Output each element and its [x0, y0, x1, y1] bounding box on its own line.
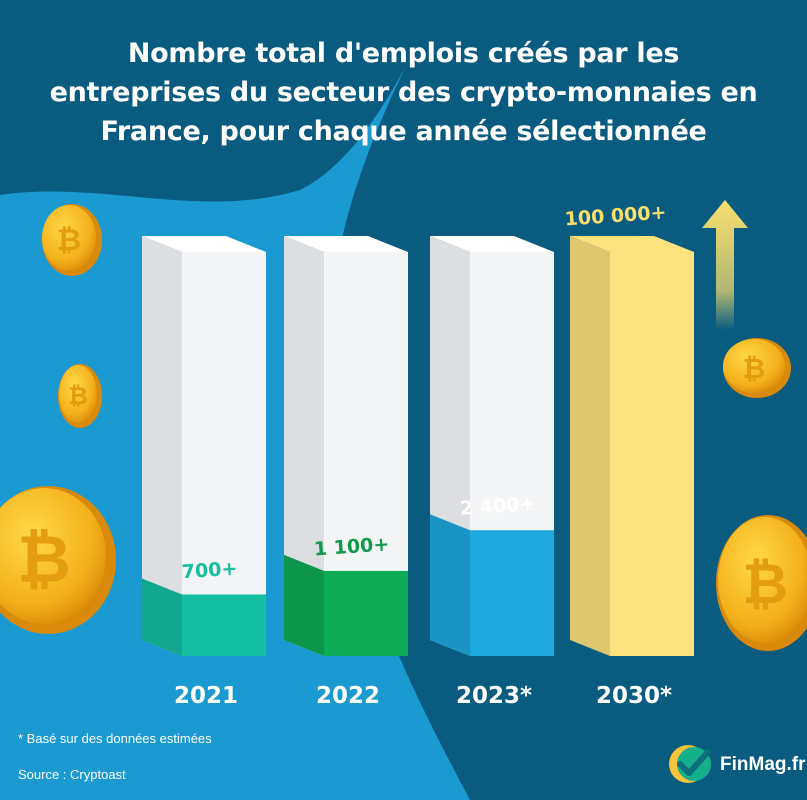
bar-placeholder-top — [142, 236, 266, 252]
bar-placeholder-top — [430, 236, 554, 252]
bar-fill-front — [324, 570, 408, 656]
bar-2030: 100 000+ 2030* — [564, 201, 694, 709]
x-tick-label: 2022 — [316, 683, 380, 709]
bar-placeholder-side — [142, 236, 182, 656]
bar-fill-front — [470, 530, 554, 656]
svg-text:₿: ₿ — [17, 521, 71, 598]
svg-text:₿: ₿ — [743, 352, 766, 385]
chart-title-line-3: France, pour chaque année sélectionnée — [100, 116, 707, 147]
x-tick-label: 2021 — [174, 683, 238, 709]
svg-text:₿: ₿ — [57, 223, 81, 258]
bar-fill-front — [182, 594, 266, 656]
bar-data-label: 2 400+ — [459, 493, 536, 520]
bar-2023: 2 400+ 2023* — [430, 236, 554, 709]
bar-data-label: 700+ — [181, 558, 238, 584]
svg-text:₿: ₿ — [742, 552, 788, 617]
bitcoin-coin-icon: ₿ — [723, 338, 791, 398]
x-tick-label: 2030* — [596, 683, 672, 709]
bar-fill-side — [284, 554, 324, 656]
footnote: * Basé sur des données estimées — [18, 731, 212, 746]
bar-placeholder-side — [284, 236, 324, 656]
finmag-logo-icon — [669, 745, 711, 783]
bitcoin-coin-icon: ₿ — [58, 364, 102, 428]
chart-title-line-1: Nombre total d'emplois créés par les — [127, 38, 680, 69]
brand[interactable]: FinMag.fr — [668, 740, 806, 788]
bar-fill-side — [142, 578, 182, 656]
bar-data-label: 100 000+ — [564, 201, 667, 230]
x-tick-label: 2023* — [456, 683, 532, 709]
bitcoin-coin-icon: ₿ — [42, 204, 102, 276]
brand-name: FinMag.fr — [720, 754, 806, 775]
bar-fill-front — [610, 252, 694, 656]
svg-text:₿: ₿ — [68, 382, 88, 410]
bar-data-label: 1 100+ — [313, 533, 390, 560]
bitcoin-coin-icon: ₿ — [716, 515, 807, 651]
bar-fill-side — [570, 236, 610, 656]
up-arrow-icon — [702, 200, 748, 330]
bar-fill-top — [570, 236, 694, 252]
chart-title-line-2: entreprises du secteur des crypto-monnai… — [49, 77, 758, 108]
bar-placeholder-top — [284, 236, 408, 252]
source-note: Source : Cryptoast — [18, 767, 126, 782]
bar-fill-side — [430, 514, 470, 656]
bitcoin-coin-icon: ₿ — [0, 486, 116, 634]
bar-2022: 1 100+ 2022 — [284, 236, 408, 709]
bar-2021: 700+ 2021 — [142, 236, 266, 709]
bar-placeholder-front — [182, 252, 266, 656]
